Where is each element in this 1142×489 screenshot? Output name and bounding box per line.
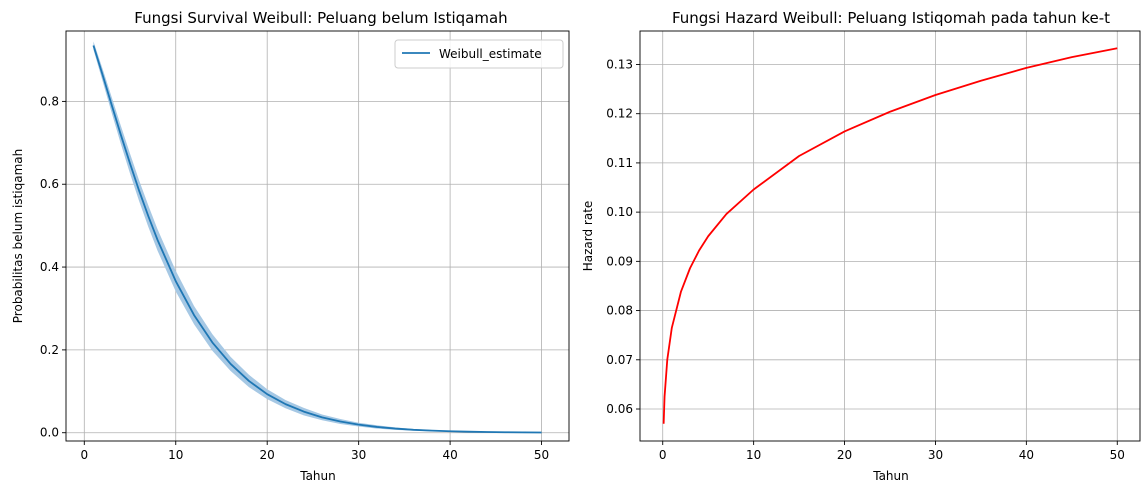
hazard-x-tick-label: 20 [837,448,852,462]
survival-x-tick-label: 30 [351,448,366,462]
hazard-y-axis-label: Hazard rate [581,201,595,272]
survival-line [92,45,542,434]
survival-y-tick-label: 0.6 [40,177,59,191]
survival-x-tick-label: 50 [534,448,549,462]
hazard-y-tick-label: 0.11 [606,156,633,170]
hazard-y-tick-label: 0.08 [606,304,633,318]
survival-panel: Fungsi Survival Weibull: Peluang belum I… [11,9,570,483]
hazard-y-tick-label: 0.07 [606,353,633,367]
survival-y-tick-label: 0.2 [40,343,59,357]
survival-x-tick-label: 10 [168,448,183,462]
legend-label: Weibull_estimate [439,47,542,61]
survival-x-tick-label: 40 [442,448,457,462]
survival-y-tick-label: 0.0 [40,426,59,440]
hazard-y-tick-label: 0.09 [606,254,633,268]
survival-legend: Weibull_estimate [394,39,564,69]
hazard-y-tick-label: 0.13 [606,57,633,71]
hazard-x-tick-label: 10 [746,448,761,462]
hazard-axes-frame [639,30,1141,442]
survival-x-tick-label: 20 [260,448,275,462]
hazard-y-ticks: 0.06 0.07 0.08 0.09 0.10 0.11 0.12 0.13 [606,57,640,416]
survival-confidence-band [93,41,542,433]
hazard-x-ticks: 0 10 20 30 40 50 [659,441,1125,462]
hazard-gridlines [640,31,1140,441]
hazard-x-axis-label: Tahun [872,469,909,483]
hazard-y-tick-label: 0.06 [606,402,633,416]
survival-y-ticks: 0.0 0.2 0.4 0.6 0.8 [40,94,66,440]
survival-x-axis-label: Tahun [299,469,336,483]
legend-box [394,39,564,69]
survival-x-tick-label: 0 [80,448,88,462]
hazard-y-tick-label: 0.12 [606,107,633,121]
survival-y-axis-label: Probabilitas belum istiqamah [11,149,25,323]
survival-title: Fungsi Survival Weibull: Peluang belum I… [134,9,507,27]
survival-y-tick-label: 0.4 [40,260,59,274]
hazard-panel: Fungsi Hazard Weibull: Peluang Istiqomah… [581,9,1141,483]
hazard-x-tick-label: 0 [659,448,667,462]
survival-x-ticks: 0 10 20 30 40 50 [80,441,549,462]
hazard-title: Fungsi Hazard Weibull: Peluang Istiqomah… [672,9,1110,27]
hazard-y-tick-label: 0.10 [606,205,633,219]
hazard-line [662,47,1118,424]
hazard-x-tick-label: 40 [1019,448,1034,462]
hazard-x-tick-label: 30 [928,448,943,462]
survival-axes-frame [65,30,570,442]
survival-gridlines [66,31,569,441]
hazard-x-tick-label: 50 [1110,448,1125,462]
survival-y-tick-label: 0.8 [40,94,59,108]
